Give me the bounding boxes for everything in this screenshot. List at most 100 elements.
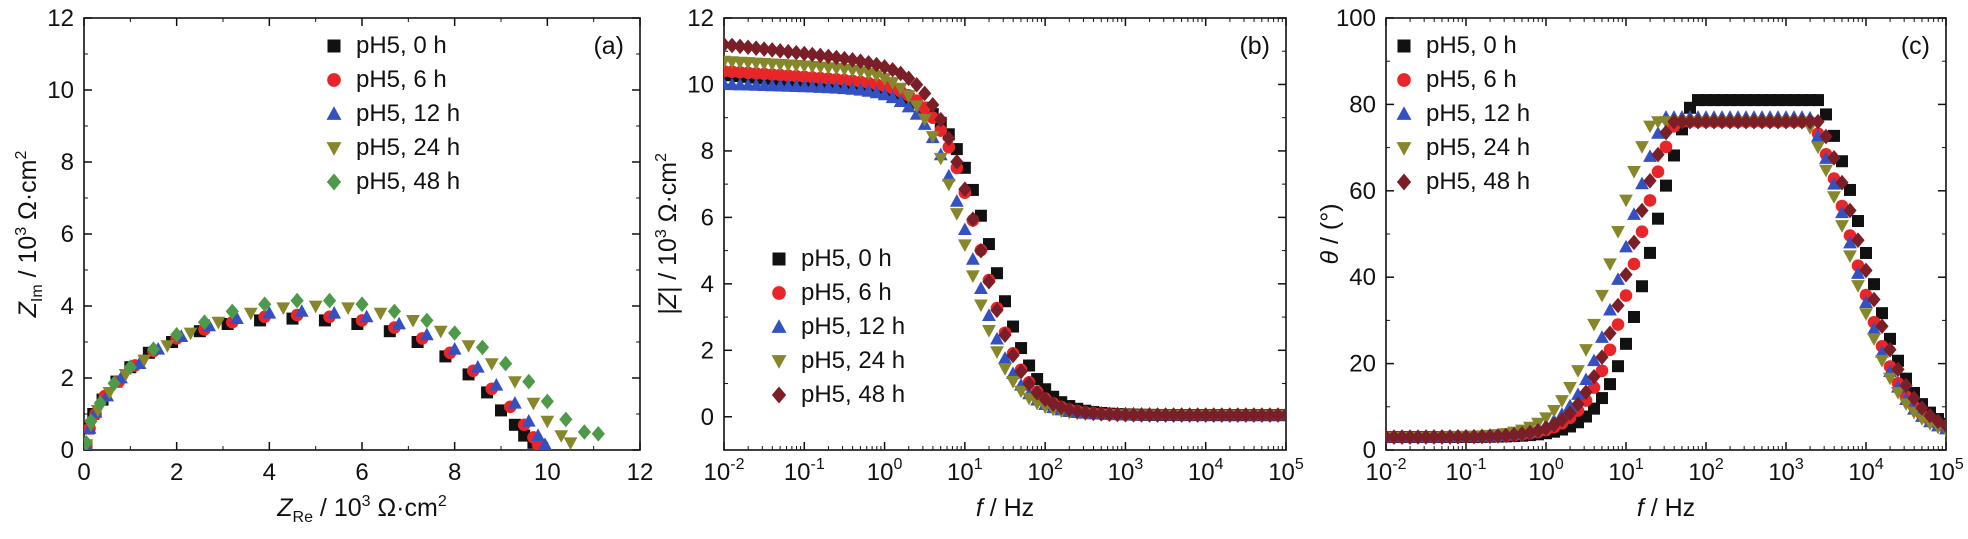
data-point: [1611, 297, 1625, 314]
data-point: [1595, 349, 1609, 365]
data-point: [526, 397, 541, 411]
x-tick-label: 100: [1528, 456, 1564, 486]
data-point: [102, 387, 117, 400]
data-point: [1603, 325, 1617, 342]
data-point: [974, 299, 988, 313]
data-point: [447, 342, 462, 355]
data-point: [1427, 429, 1441, 445]
data-point: [308, 300, 323, 314]
data-point: [1627, 234, 1641, 251]
data-point: [1587, 318, 1601, 332]
data-point: [805, 46, 819, 63]
data-point: [1643, 172, 1657, 189]
data-point: [1070, 403, 1084, 420]
data-point: [1859, 262, 1873, 279]
panel-b: 10-2 10-1 100 101 102 103 104 105 0 2 4 6 8 10 12 f / H…: [653, 5, 1304, 522]
data-point: [1387, 429, 1401, 445]
data-point: [1843, 202, 1857, 219]
x-axis-label: f / Hz: [1637, 494, 1695, 522]
y-tick-label: 4: [701, 271, 714, 298]
data-point: [1014, 363, 1028, 380]
data-point: [1603, 302, 1617, 316]
data-point: [1867, 333, 1881, 346]
data-point: [1587, 368, 1601, 385]
data-point: [1395, 429, 1409, 445]
data-point: [1062, 401, 1076, 418]
data-point: [1923, 407, 1937, 424]
data-point: [540, 393, 554, 410]
data-point: [499, 355, 513, 372]
legend-label: pH5, 24 h: [356, 134, 460, 161]
data-point: [942, 140, 956, 154]
y-tick-label: 10: [687, 71, 714, 98]
data-point: [845, 52, 860, 68]
data-point: [1451, 429, 1465, 445]
data-point: [982, 308, 996, 321]
data-point: [475, 339, 490, 356]
data-point: [1571, 387, 1585, 400]
legend-label: pH5, 0 h: [1426, 32, 1517, 59]
panel-label: (a): [593, 32, 624, 60]
data-point: [1860, 246, 1872, 259]
legend-marker: [1396, 142, 1412, 156]
x-tick-label: 101: [947, 456, 983, 486]
data-point: [1539, 412, 1553, 425]
data-point: [1627, 166, 1641, 179]
data-point: [1876, 307, 1888, 320]
data-point: [821, 48, 835, 65]
legend-label: pH5, 24 h: [801, 347, 905, 374]
legend-marker: [326, 173, 342, 191]
data-point: [1651, 165, 1665, 179]
panel-a: 0 2 4 6 8 10 12 0 2 4 6 8 10 12 ZRe / 103 Ω·cm2 ZIm / 1…: [13, 5, 653, 526]
panel-label: (b): [1239, 32, 1270, 60]
data-point: [1443, 429, 1457, 445]
data-point: [1636, 280, 1648, 293]
data-point: [813, 47, 827, 64]
data-point: [1547, 405, 1561, 418]
data-point: [433, 325, 448, 339]
data-point: [1579, 384, 1593, 401]
y-tick-label: 0: [1363, 437, 1376, 464]
data-point: [901, 90, 916, 103]
data-point: [258, 296, 272, 312]
data-point: [1435, 429, 1449, 445]
data-point: [591, 426, 605, 442]
data-point: [1167, 407, 1181, 423]
panel-c: 10-2 10-1 100 101 102 103 104 105 0 20 40 60 80 100 f …: [1316, 5, 1964, 522]
data-point: [1531, 422, 1545, 439]
y-tick-label: 60: [1349, 178, 1376, 205]
x-axis-label: f / Hz: [976, 494, 1034, 522]
data-point: [1835, 174, 1849, 191]
data-point: [1126, 407, 1141, 423]
data-point: [1779, 113, 1793, 130]
data-point: [1595, 364, 1609, 378]
y-tick-label: 20: [1349, 351, 1376, 378]
data-point: [1611, 225, 1625, 239]
data-point: [1483, 428, 1497, 445]
data-point: [966, 211, 980, 227]
data-point: [419, 327, 434, 341]
data-point: [1659, 140, 1673, 154]
data-point: [1118, 406, 1133, 423]
data-point: [183, 327, 198, 341]
x-tick-label: 101: [1608, 456, 1644, 486]
legend-marker: [772, 286, 786, 300]
data-point: [1603, 258, 1617, 271]
data-point: [1191, 407, 1205, 423]
y-tick-label: 8: [701, 138, 714, 165]
x-tick-label: 10-2: [704, 456, 745, 486]
legend-marker: [1396, 173, 1412, 191]
data-point: [1475, 428, 1489, 445]
data-point: [1507, 426, 1521, 443]
data-point: [160, 340, 175, 353]
data-point: [1419, 429, 1433, 445]
data-point: [949, 194, 964, 207]
data-point: [1851, 266, 1865, 279]
legend-label: pH5, 6 h: [1426, 66, 1517, 93]
data-point: [957, 222, 972, 236]
data-point: [1635, 225, 1649, 239]
data-point: [1612, 360, 1624, 373]
data-point: [262, 306, 277, 319]
data-point: [531, 428, 545, 441]
data-point: [941, 168, 956, 182]
